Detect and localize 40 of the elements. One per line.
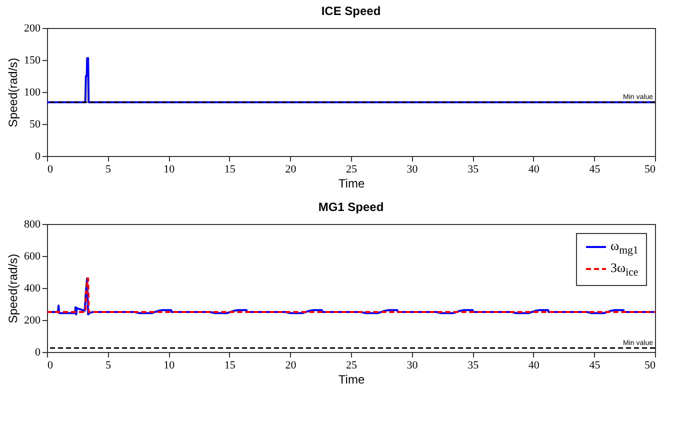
y-tick-label: 100 <box>24 86 41 98</box>
x-axis-title: Time <box>338 372 365 386</box>
y-tick-label: 150 <box>24 54 41 66</box>
x-tick-label: 0 <box>48 164 54 176</box>
y-tick-label: 0 <box>35 346 41 358</box>
x-tick-label: 5 <box>106 360 112 372</box>
x-tick-label: 15 <box>224 164 236 176</box>
x-tick-label: 5 <box>106 164 112 176</box>
chart-title: ICE Speed <box>321 4 381 18</box>
x-tick-label: 30 <box>406 164 418 176</box>
x-tick-label: 40 <box>528 164 540 176</box>
y-tick-label: 200 <box>24 22 41 34</box>
y-tick-label: 0 <box>35 150 41 162</box>
x-tick-label: 20 <box>285 360 297 372</box>
legend-label: ω$_{mg1}$ <box>610 238 638 256</box>
x-tick-label: 45 <box>589 360 601 372</box>
legend-label: 3ω$_{ice}$ <box>610 260 638 279</box>
chart-title: MG1 Speed <box>318 200 384 214</box>
x-tick-label: 10 <box>164 164 176 176</box>
x-tick-label: 10 <box>164 360 176 372</box>
x-tick-label: 50 <box>644 360 656 372</box>
x-tick-label: 25 <box>346 360 358 372</box>
y-tick-label: 400 <box>24 282 41 294</box>
x-tick-label: 50 <box>644 164 656 176</box>
x-tick-label: 40 <box>528 360 540 372</box>
y-tick-label: 50 <box>30 118 41 130</box>
y-axis-title: Speed(rad/s) <box>6 254 20 324</box>
x-tick-label: 0 <box>48 360 54 372</box>
y-tick-label: 200 <box>24 314 41 326</box>
y-axis-title: Speed(rad/s) <box>6 58 20 128</box>
x-tick-label: 45 <box>589 164 601 176</box>
x-tick-label: 30 <box>406 360 418 372</box>
x-axis-title: Time <box>338 176 365 190</box>
x-tick-label: 35 <box>468 164 480 176</box>
y-tick-label: 600 <box>24 250 41 262</box>
x-tick-label: 20 <box>285 164 297 176</box>
x-tick-label: 15 <box>224 360 236 372</box>
x-tick-label: 25 <box>346 164 358 176</box>
x-tick-label: 35 <box>468 360 480 372</box>
y-tick-label: 800 <box>24 218 41 230</box>
